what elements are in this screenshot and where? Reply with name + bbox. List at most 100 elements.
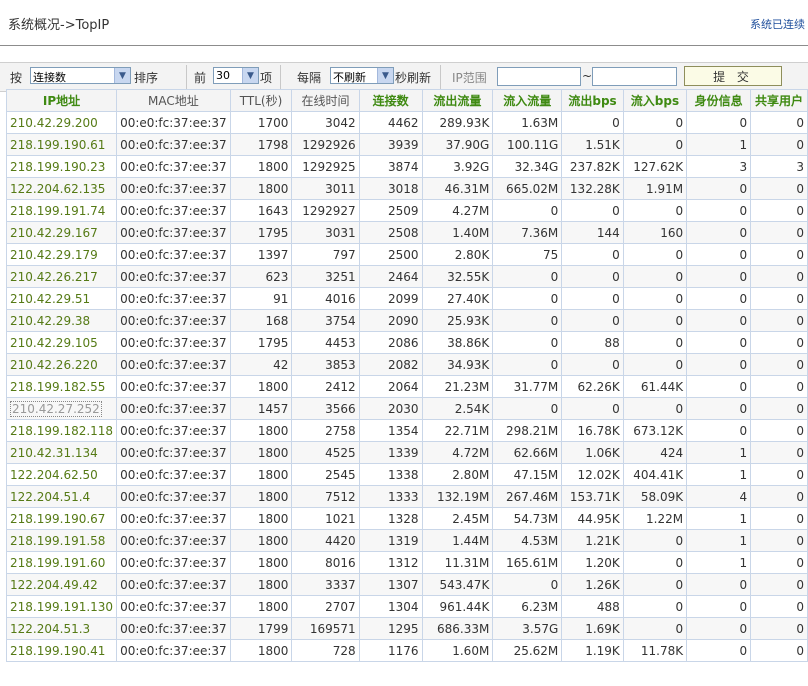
- ip-cell[interactable]: 218.199.190.61: [5, 133, 118, 156]
- column-header-online-time[interactable]: 在线时间: [291, 89, 360, 112]
- table-row[interactable]: 218.199.191.74 00:e0:fc:37:ee:37 1643 12929…: [5, 199, 808, 222]
- ip-link[interactable]: 210.42.29.179: [10, 247, 98, 262]
- ip-cell[interactable]: 210.42.29.105: [5, 331, 118, 354]
- column-header-connections[interactable]: 连接数: [358, 89, 423, 112]
- ip-cell[interactable]: 218.199.191.130: [5, 595, 118, 618]
- ip-cell[interactable]: 210.42.29.167: [5, 221, 118, 244]
- ip-link[interactable]: 122.204.51.4: [10, 489, 91, 504]
- ip-cell[interactable]: 218.199.182.55: [5, 375, 118, 398]
- ip-link[interactable]: 218.199.182.55: [10, 379, 106, 394]
- sort-field-select[interactable]: 连接数 ▼: [30, 67, 131, 84]
- column-header-inbound-bps[interactable]: 流入bps: [622, 89, 688, 112]
- column-header-ttl[interactable]: TTL(秒): [229, 89, 293, 112]
- column-header-mac[interactable]: MAC地址: [116, 89, 231, 112]
- ip-link[interactable]: 122.204.51.3: [10, 621, 91, 636]
- ip-link[interactable]: 218.199.190.61: [10, 137, 106, 152]
- inbound-traffic-cell: 0: [492, 331, 563, 354]
- column-header-shared-users[interactable]: 共享用户: [750, 89, 808, 112]
- top-count-select[interactable]: 30 ▼: [213, 67, 259, 84]
- ip-cell[interactable]: 122.204.62.135: [5, 177, 118, 200]
- ip-link[interactable]: 122.204.49.42: [10, 577, 98, 592]
- ip-cell[interactable]: 210.42.27.252: [5, 397, 118, 420]
- ip-cell[interactable]: 122.204.49.42: [5, 573, 118, 596]
- ip-link[interactable]: 210.42.29.200: [10, 115, 98, 130]
- ttl-cell: 1800: [229, 155, 293, 178]
- ip-range-start-input[interactable]: [497, 67, 581, 86]
- ip-cell[interactable]: 218.199.182.118: [5, 419, 118, 442]
- ip-link[interactable]: 210.42.26.217: [10, 269, 98, 284]
- table-row[interactable]: 218.199.182.118 00:e0:fc:37:ee:37 1800 2758…: [5, 419, 808, 442]
- ip-cell[interactable]: 210.42.26.220: [5, 353, 118, 376]
- ip-cell[interactable]: 218.199.190.67: [5, 507, 118, 530]
- table-row[interactable]: 210.42.29.51 00:e0:fc:37:ee:37 91 4016 2099 2…: [5, 287, 808, 310]
- column-header-inbound-traffic[interactable]: 流入流量: [492, 89, 563, 112]
- ip-cell[interactable]: 210.42.26.217: [5, 265, 118, 288]
- ip-cell[interactable]: 218.199.191.74: [5, 199, 118, 222]
- table-row[interactable]: 210.42.29.200 00:e0:fc:37:ee:37 1700 3042 44…: [5, 111, 808, 134]
- ip-cell[interactable]: 218.199.190.23: [5, 155, 118, 178]
- ip-cell[interactable]: 218.199.190.41: [5, 639, 118, 662]
- online-time-cell: 169571: [291, 617, 360, 640]
- ip-link[interactable]: 218.199.182.118: [10, 423, 114, 438]
- inbound-bps-cell: 0: [622, 617, 688, 640]
- refresh-interval-select[interactable]: 不刷新 ▼: [330, 67, 394, 84]
- ip-link[interactable]: 210.42.29.167: [10, 225, 98, 240]
- table-row[interactable]: 210.42.29.179 00:e0:fc:37:ee:37 1397 797 250…: [5, 243, 808, 266]
- submit-button[interactable]: 提 交: [684, 66, 782, 86]
- ip-cell[interactable]: 122.204.51.4: [5, 485, 118, 508]
- table-row[interactable]: 122.204.62.135 00:e0:fc:37:ee:37 1800 3011 3…: [5, 177, 808, 200]
- ip-cell[interactable]: 122.204.62.50: [5, 463, 118, 486]
- ip-link[interactable]: 218.199.190.67: [10, 511, 106, 526]
- ip-link[interactable]: 122.204.62.135: [10, 181, 106, 196]
- ip-link[interactable]: 218.199.190.23: [10, 159, 106, 174]
- table-row[interactable]: 122.204.51.4 00:e0:fc:37:ee:37 1800 7512 133…: [5, 485, 808, 508]
- ip-link[interactable]: 218.199.191.60: [10, 555, 106, 570]
- ip-link[interactable]: 210.42.29.105: [10, 335, 98, 350]
- table-row[interactable]: 210.42.29.105 00:e0:fc:37:ee:37 1795 4453 20…: [5, 331, 808, 354]
- ip-link[interactable]: 210.42.29.51: [10, 291, 91, 306]
- table-row[interactable]: 218.199.190.61 00:e0:fc:37:ee:37 1798 12929…: [5, 133, 808, 156]
- ip-link[interactable]: 218.199.191.74: [10, 203, 106, 218]
- column-header-outbound-traffic[interactable]: 流出流量: [421, 89, 494, 112]
- ip-cell[interactable]: 210.42.29.179: [5, 243, 118, 266]
- table-row[interactable]: 210.42.29.167 00:e0:fc:37:ee:37 1795 3031 25…: [5, 221, 808, 244]
- mac-cell: 00:e0:fc:37:ee:37: [116, 551, 231, 574]
- ip-link[interactable]: 218.199.190.41: [10, 643, 106, 658]
- ip-link[interactable]: 122.204.62.50: [10, 467, 98, 482]
- ip-link[interactable]: 218.199.191.130: [10, 599, 114, 614]
- ip-link[interactable]: 218.199.191.58: [10, 533, 106, 548]
- ip-link[interactable]: 210.42.27.252: [10, 400, 102, 417]
- ip-cell[interactable]: 210.42.29.200: [5, 111, 118, 134]
- table-row[interactable]: 210.42.31.134 00:e0:fc:37:ee:37 1800 4525 13…: [5, 441, 808, 464]
- identity-cell: 0: [686, 221, 752, 244]
- table-row[interactable]: 210.42.26.220 00:e0:fc:37:ee:37 42 3853 2082…: [5, 353, 808, 376]
- column-header-ip[interactable]: IP地址: [5, 89, 118, 112]
- table-row[interactable]: 210.42.29.38 00:e0:fc:37:ee:37 168 3754 2090…: [5, 309, 808, 332]
- ip-link[interactable]: 210.42.26.220: [10, 357, 98, 372]
- ip-range-end-input[interactable]: [592, 67, 677, 86]
- ip-cell[interactable]: 218.199.191.60: [5, 551, 118, 574]
- table-row[interactable]: 218.199.191.58 00:e0:fc:37:ee:37 1800 4420 1…: [5, 529, 808, 552]
- table-row[interactable]: 218.199.190.23 00:e0:fc:37:ee:37 1800 12929…: [5, 155, 808, 178]
- table-row[interactable]: 210.42.27.252 00:e0:fc:37:ee:37 1457 3566 20…: [5, 397, 808, 420]
- ip-cell[interactable]: 210.42.29.38: [5, 309, 118, 332]
- table-row[interactable]: 122.204.51.3 00:e0:fc:37:ee:37 1799 169571 1…: [5, 617, 808, 640]
- column-header-outbound-bps[interactable]: 流出bps: [561, 89, 624, 112]
- ttl-cell: 623: [229, 265, 293, 288]
- table-row[interactable]: 218.199.182.55 00:e0:fc:37:ee:37 1800 2412 2…: [5, 375, 808, 398]
- ip-link[interactable]: 210.42.31.134: [10, 445, 98, 460]
- ip-link[interactable]: 210.42.29.38: [10, 313, 91, 328]
- ip-cell[interactable]: 122.204.51.3: [5, 617, 118, 640]
- ip-cell[interactable]: 218.199.191.58: [5, 529, 118, 552]
- outbound-bps-cell: 1.51K: [561, 133, 624, 156]
- table-row[interactable]: 218.199.190.67 00:e0:fc:37:ee:37 1800 1021 1…: [5, 507, 808, 530]
- table-row[interactable]: 122.204.62.50 00:e0:fc:37:ee:37 1800 2545 13…: [5, 463, 808, 486]
- ip-cell[interactable]: 210.42.31.134: [5, 441, 118, 464]
- column-header-identity[interactable]: 身份信息: [686, 89, 752, 112]
- table-row[interactable]: 218.199.191.130 00:e0:fc:37:ee:37 1800 2707…: [5, 595, 808, 618]
- table-row[interactable]: 218.199.191.60 00:e0:fc:37:ee:37 1800 8016 1…: [5, 551, 808, 574]
- table-row[interactable]: 210.42.26.217 00:e0:fc:37:ee:37 623 3251 246…: [5, 265, 808, 288]
- table-row[interactable]: 218.199.190.41 00:e0:fc:37:ee:37 1800 728 11…: [5, 639, 808, 662]
- table-row[interactable]: 122.204.49.42 00:e0:fc:37:ee:37 1800 3337 13…: [5, 573, 808, 596]
- ip-cell[interactable]: 210.42.29.51: [5, 287, 118, 310]
